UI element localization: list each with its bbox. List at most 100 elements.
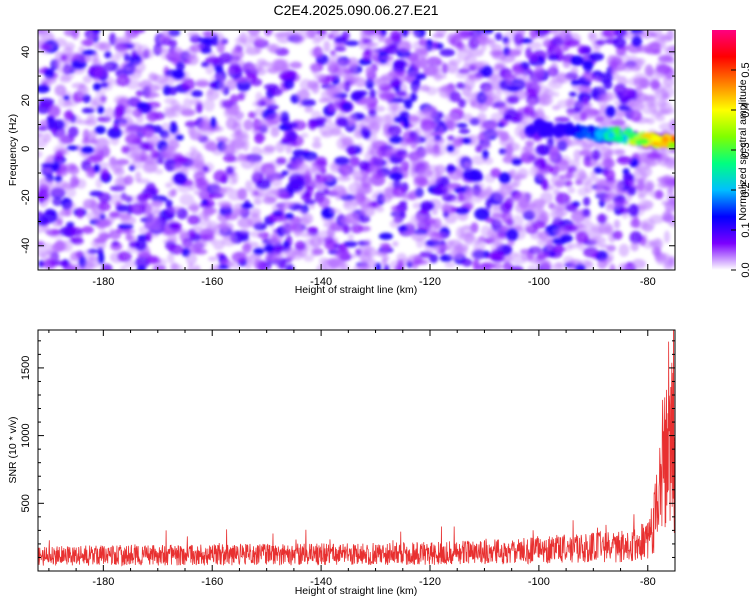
spectrogram-cell [641, 102, 658, 115]
spectrogram-cell [114, 36, 124, 48]
spectrogram-cell [376, 249, 388, 257]
spectrogram-cell [82, 75, 93, 84]
spectrogram-cell [458, 128, 471, 135]
spectrogram-cell [342, 162, 359, 176]
spectrogram-cell [498, 172, 511, 184]
spectrogram-cell [472, 61, 485, 71]
spectrogram-cell [337, 189, 349, 199]
spectrogram-cell [205, 89, 220, 101]
spectrogram-cell [118, 44, 129, 55]
spectrogram-cell [512, 174, 521, 181]
spectrogram-cell [52, 37, 67, 48]
spectrogram-cell [350, 223, 363, 234]
spectrogram-cell [409, 92, 418, 102]
spectrogram-cell [96, 150, 104, 162]
spectrogram-cell [152, 265, 167, 270]
spectrogram-cell [121, 194, 130, 201]
spectrogram-cell [363, 238, 372, 247]
spectrogram-cell [113, 161, 124, 173]
colorbar-ticks: 0.0 0.1 0.2 0.3 0.4 0.5 [731, 62, 750, 278]
spectrogram-cell [52, 241, 69, 252]
spectrogram-cell [56, 66, 71, 74]
spectrogram-cell [46, 249, 54, 256]
spectrogram-cell [538, 95, 547, 104]
spectrogram-cell [311, 244, 320, 257]
colorbar-tick-label: 0.5 [740, 62, 750, 77]
spectrogram-cell [663, 45, 675, 55]
spectrogram-cell [280, 115, 290, 125]
spectrogram-cell [645, 158, 657, 168]
spectrogram-cell [157, 258, 167, 267]
spectrogram-cell [82, 128, 90, 142]
spectrogram-cell [322, 188, 330, 196]
spectrogram-cell [241, 243, 252, 254]
spectrogram-cell [417, 168, 433, 180]
spectrogram-cell [312, 136, 322, 142]
spectrogram-cell [481, 65, 493, 78]
spectrogram-cell [618, 262, 633, 270]
spectrogram-cell [234, 129, 249, 140]
spectrogram-cell [124, 259, 137, 269]
spectrogram-cell [223, 107, 238, 119]
spectrogram-cell [363, 249, 371, 256]
signal-cell [638, 138, 650, 146]
spectrogram-cell [666, 187, 675, 195]
spectrogram-cell [218, 80, 227, 93]
spectrogram-cell [447, 250, 464, 261]
spectrogram-cell [476, 132, 489, 141]
spectrogram-cell [253, 197, 263, 205]
spectrogram-cell [441, 63, 449, 75]
y-tick-label: 0 [20, 146, 32, 152]
spectrogram-cell [213, 169, 228, 183]
spectrogram-cell [89, 100, 99, 111]
spectrogram-cell [82, 260, 95, 269]
spectrogram-cell [402, 130, 417, 143]
spectrogram-cell [143, 156, 155, 165]
spectrogram-cell [152, 75, 169, 84]
spectrogram-cell [161, 132, 178, 143]
signal-cell [656, 141, 670, 148]
spectrogram-cell [100, 232, 109, 242]
spectrogram-cell [191, 90, 203, 98]
signal-cell [553, 131, 560, 137]
y-tick-label: 40 [20, 46, 32, 58]
spectrogram-cell [491, 250, 505, 261]
spectrogram-cell [85, 166, 92, 178]
spectrogram-cell [548, 202, 556, 210]
spectrogram-cell [663, 157, 675, 170]
spectrogram-cell [610, 57, 623, 65]
spectrogram-cell [137, 193, 148, 202]
spectrogram-cell [301, 216, 310, 227]
spectrogram-cell [362, 50, 372, 62]
spectrogram-cell [69, 264, 86, 270]
spectrogram-cell [568, 91, 577, 98]
spectrogram-cell [577, 187, 589, 197]
spectrogram-cell [543, 88, 555, 98]
spectrogram-cell [258, 119, 273, 129]
signal-cell [613, 126, 621, 137]
spectrogram-cell [160, 145, 177, 158]
spectrogram-cell [491, 262, 503, 270]
spectrogram-cell [471, 155, 487, 165]
spectrogram-cell [207, 256, 219, 262]
spectrogram-cell [232, 260, 240, 270]
spectrogram-cell [329, 207, 336, 215]
spectrogram-cell [59, 76, 72, 83]
spectrogram-cell [324, 240, 337, 250]
spectrogram-cell [619, 95, 630, 104]
spectrogram-cell [636, 58, 646, 66]
spectrogram-cell [478, 262, 492, 270]
x-tick-label: -120 [419, 576, 441, 588]
spectrogram-cell [406, 221, 413, 230]
spectrogram-cell [437, 125, 445, 137]
spectrogram-cell [366, 42, 379, 48]
spectrogram-cell [359, 120, 376, 131]
spectrogram-cell [200, 47, 212, 54]
spectrogram-cell [411, 231, 427, 242]
spectrogram-cell [371, 140, 388, 149]
spectrogram-cell [668, 256, 675, 263]
spectrogram-cell [609, 64, 618, 75]
spectrogram-cell [82, 249, 96, 262]
spectrogram-cell [505, 228, 519, 242]
spectrogram-cell [475, 145, 483, 153]
